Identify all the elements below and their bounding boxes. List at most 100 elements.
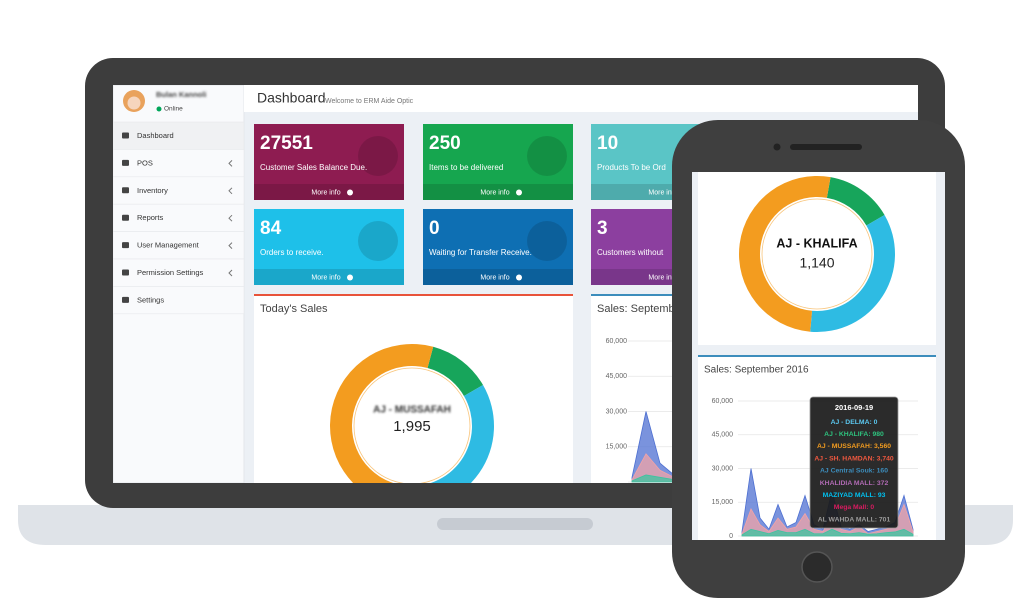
tooltip-row: AJ - MUSSAFAH: 3,560 [817,443,891,450]
donut-segment [826,177,885,226]
y-tick-label: 0 [729,533,733,540]
tile-icon [527,136,567,176]
donut-segment [427,346,484,396]
menu-icon [122,214,129,221]
donut-segment [330,344,434,483]
user-name: Bulan Kannoli [156,90,206,99]
menu-item[interactable] [113,176,245,205]
tile-text: Customer Sales Balance Due. [260,163,367,172]
tile-value: 27551 [260,133,313,154]
phone-camera [773,143,781,151]
tooltip-row: AL WAHDA MALL: 701 [818,516,891,523]
menu-icon [122,187,129,194]
status-dot [156,106,162,112]
menu-chevron [228,187,233,195]
tile-text: Items to be delivered [429,163,503,172]
tooltip-row: Mega Mall: 0 [834,504,875,511]
info-tile [423,209,573,285]
donut-label: AJ - KHALIFA [776,236,857,250]
tile-value: 3 [597,218,608,239]
tooltip-title: 2016-09-19 [835,403,873,412]
tooltip-row: AJ Central Souk: 160 [820,468,888,475]
menu-item[interactable] [113,231,245,260]
y-tick-label: 60,000 [712,398,734,405]
laptop-notch [437,518,593,530]
info-tile [254,209,404,285]
donut-value: 1,995 [393,418,431,435]
y-tick-label: 60,000 [606,338,628,345]
menu-item[interactable] [113,286,245,315]
menu-icon [122,159,129,166]
more-info-link[interactable]: More info [311,189,340,196]
menu-label[interactable]: Settings [137,295,164,304]
avatar-face [127,96,141,110]
menu-icon [122,296,129,303]
menu-label[interactable]: Dashboard [137,131,174,140]
tile-footer [423,269,573,285]
more-info-icon [516,189,522,196]
more-info-link[interactable]: More info [480,274,509,281]
page-title: Dashboard [257,90,326,106]
panel-title: Today's Sales [260,303,328,315]
donut-segment [739,176,831,332]
menu-label[interactable]: Inventory [137,186,168,195]
y-tick-label: 45,000 [712,432,734,439]
more-info-link[interactable]: More info [480,189,509,196]
menu-icon [122,269,129,276]
tooltip-row: MAZIYAD MALL: 93 [823,492,886,499]
more-info-link[interactable]: More info [311,274,340,281]
tile-value: 84 [260,218,282,239]
more-info-icon [347,189,353,196]
tile-text: Waiting for Transfer Receive. [429,248,532,257]
phone-home-button[interactable] [801,551,833,583]
panel-title: Sales: September 2016 [704,365,809,376]
menu-item[interactable] [113,149,245,178]
tooltip-row: AJ - KHALIFA: 980 [824,431,884,438]
tooltip-row: KHALIDIA MALL: 372 [820,480,889,487]
menu-chevron [228,242,233,249]
tile-icon [527,221,567,261]
menu-label[interactable]: POS [137,158,153,167]
more-info-link[interactable]: More info [648,189,677,196]
y-tick-label: 15,000 [606,444,628,451]
tooltip-row: AJ - SH. HAMDAN: 3,740 [814,455,894,462]
menu-label[interactable]: User Management [137,241,200,250]
panel [254,294,573,483]
more-info-icon [347,274,353,281]
y-tick-label: 45,000 [606,373,628,380]
more-info-icon [516,274,522,281]
donut-segment [430,385,494,483]
donut-label: AJ - MUSSAFAH [373,405,451,416]
tile-value: 250 [429,133,461,154]
menu-chevron [228,214,233,222]
sales-area [741,503,914,537]
y-tick-label: 15,000 [712,499,734,506]
tile-icon [358,221,398,261]
menu-item[interactable] [113,203,245,232]
sales-area [741,528,914,537]
panel-top-border [698,355,936,357]
tile-text: Orders to receive. [260,248,324,257]
menu-icon [122,242,129,249]
donut-value: 1,140 [799,255,834,271]
more-info-link[interactable]: More info [648,274,677,281]
menu-label[interactable]: Reports [137,213,164,222]
menu-icon [122,132,129,139]
menu-item[interactable] [113,121,245,150]
tile-value: 10 [597,133,618,154]
menu-label[interactable]: Permission Settings [137,268,204,277]
menu-chevron [228,160,233,167]
tile-footer [254,269,404,285]
info-tile [423,124,573,200]
donut-inner-ring [761,198,873,310]
tile-icon [358,136,398,176]
panel-top-border [254,294,573,296]
tile-value: 0 [429,218,440,239]
donut-inner-ring [353,367,471,483]
menu-chevron [228,269,233,277]
menu-item[interactable] [113,258,245,287]
tile-text: Customers without [597,248,664,257]
tooltip-row: AJ - DELMA: 0 [831,419,878,426]
